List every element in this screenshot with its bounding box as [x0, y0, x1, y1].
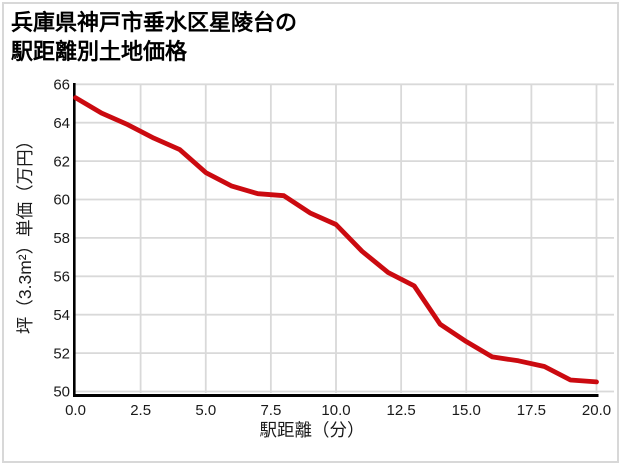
x-tick-label: 10.0: [321, 402, 350, 419]
x-tick-label: 5.0: [195, 402, 216, 419]
axes: [73, 83, 599, 397]
x-tick-label: 0.0: [65, 402, 86, 419]
x-tick-label: 20.0: [582, 402, 611, 419]
x-axis-title: 駅距離（分）: [260, 420, 365, 440]
x-tick-label: 17.5: [517, 402, 546, 419]
x-tick-label: 2.5: [130, 402, 151, 419]
y-tick-label: 54: [53, 307, 70, 324]
data-series: [73, 95, 599, 385]
chart-title-line1: 兵庫県神戸市垂水区星陵台の: [11, 10, 298, 35]
price-line: [73, 95, 599, 385]
y-tick-label: 62: [53, 153, 70, 170]
y-tick-label: 52: [53, 345, 70, 362]
page-title: 兵庫県神戸市垂水区星陵台の 駅距離別土地価格: [11, 8, 297, 66]
y-tick-label: 64: [53, 115, 70, 132]
tick-labels: 50 52 54 56 58 60 62 64 66 0.0 2.5 5.0 7.5 10.0 12.5 15…: [53, 77, 611, 420]
chart-title-line2: 駅距離別土地価格: [11, 39, 188, 64]
y-tick-label: 60: [53, 192, 70, 209]
x-tick-label: 7.5: [260, 402, 281, 419]
y-axis-title: 坪（3.3m²）単価（万円）: [15, 132, 35, 334]
x-axis-line: [73, 394, 599, 397]
y-tick-label: 50: [53, 384, 70, 401]
x-tick-label: 15.0: [452, 402, 481, 419]
y-tick-label: 56: [53, 269, 70, 286]
x-tick-label: 12.5: [387, 402, 416, 419]
y-axis-line: [73, 83, 76, 397]
y-tick-label: 66: [53, 77, 70, 94]
y-tick-label: 58: [53, 230, 70, 247]
gridlines: [74, 83, 614, 393]
